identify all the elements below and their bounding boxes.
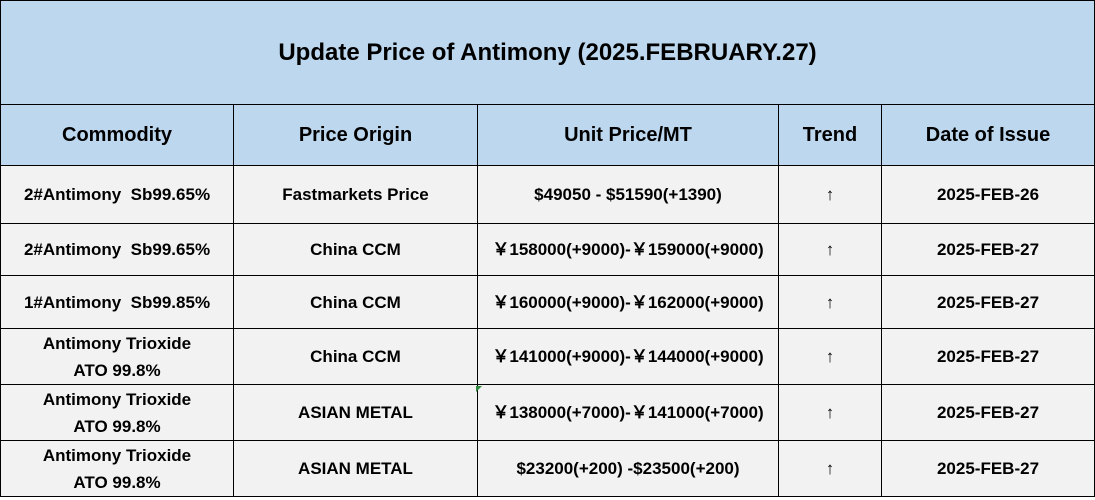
commodity-name: Antimony Trioxide (42, 445, 192, 465)
origin-cell: China CCM (233, 328, 478, 385)
date-cell: 2025-FEB-26 (881, 165, 1095, 224)
origin-cell: China CCM (233, 223, 478, 276)
header-date-of-issue: Date of Issue (881, 104, 1095, 166)
commodity-cell: 2#Antimony Sb99.65% (0, 165, 234, 224)
origin-cell: ASIAN METAL (233, 384, 478, 441)
commodity-cell: 1#Antimony Sb99.85% (0, 275, 234, 329)
price-cell: $23200(+200) -$23500(+200) (477, 440, 779, 497)
date-cell: 2025-FEB-27 (881, 275, 1095, 329)
price-cell: ￥141000(+9000)-￥144000(+9000) (477, 328, 779, 385)
origin-cell: China CCM (233, 275, 478, 329)
trend-up-icon: ↑ (778, 165, 882, 224)
table-row: 1#Antimony Sb99.85% China CCM ￥160000(+9… (0, 275, 1095, 329)
table-row: Antimony Trioxide ATO 99.8% ASIAN METAL ￥… (0, 384, 1095, 441)
commodity-name: 2#Antimony Sb99.65% (23, 185, 211, 204)
table-row: Antimony Trioxide ATO 99.8% China CCM ￥14… (0, 328, 1095, 385)
table-row: 2#Antimony Sb99.65% Fastmarkets Price $4… (0, 165, 1095, 224)
trend-up-icon: ↑ (778, 440, 882, 497)
commodity-cell: Antimony Trioxide ATO 99.8% (0, 440, 234, 497)
cell-comment-marker-icon (476, 386, 482, 392)
commodity-name: Antimony Trioxide (42, 389, 192, 409)
price-cell: ￥160000(+9000)-￥162000(+9000) (477, 275, 779, 329)
commodity-grade: ATO 99.8% (73, 416, 161, 436)
table-row: Antimony Trioxide ATO 99.8% ASIAN METAL $… (0, 440, 1095, 497)
header-row: Commodity Price Origin Unit Price/MT Tre… (0, 104, 1095, 166)
commodity-name: 2#Antimony Sb99.65% (23, 240, 211, 259)
commodity-name: Antimony Trioxide (42, 333, 192, 353)
commodity-cell: Antimony Trioxide ATO 99.8% (0, 384, 234, 441)
date-cell: 2025-FEB-27 (881, 440, 1095, 497)
table-row: 2#Antimony Sb99.65% China CCM ￥158000(+9… (0, 223, 1095, 276)
date-cell: 2025-FEB-27 (881, 328, 1095, 385)
header-unit-price: Unit Price/MT (477, 104, 779, 166)
header-price-origin: Price Origin (233, 104, 478, 166)
origin-cell: Fastmarkets Price (233, 165, 478, 224)
header-trend: Trend (778, 104, 882, 166)
commodity-cell: Antimony Trioxide ATO 99.8% (0, 328, 234, 385)
trend-up-icon: ↑ (778, 275, 882, 329)
origin-cell: ASIAN METAL (233, 440, 478, 497)
trend-up-icon: ↑ (778, 328, 882, 385)
price-cell: ￥138000(+7000)-￥141000(+7000) (477, 384, 779, 441)
date-cell: 2025-FEB-27 (881, 223, 1095, 276)
date-cell: 2025-FEB-27 (881, 384, 1095, 441)
price-cell: ￥158000(+9000)-￥159000(+9000) (477, 223, 779, 276)
trend-up-icon: ↑ (778, 223, 882, 276)
price-cell: $49050 - $51590(+1390) (477, 165, 779, 224)
page-title: Update Price of Antimony (2025.FEBRUARY.… (0, 0, 1095, 105)
commodity-name: 1#Antimony Sb99.85% (23, 292, 211, 312)
trend-up-icon: ↑ (778, 384, 882, 441)
commodity-grade: ATO 99.8% (73, 360, 161, 380)
header-commodity: Commodity (0, 104, 234, 166)
commodity-grade: ATO 99.8% (73, 472, 161, 492)
commodity-cell: 2#Antimony Sb99.65% (0, 223, 234, 276)
